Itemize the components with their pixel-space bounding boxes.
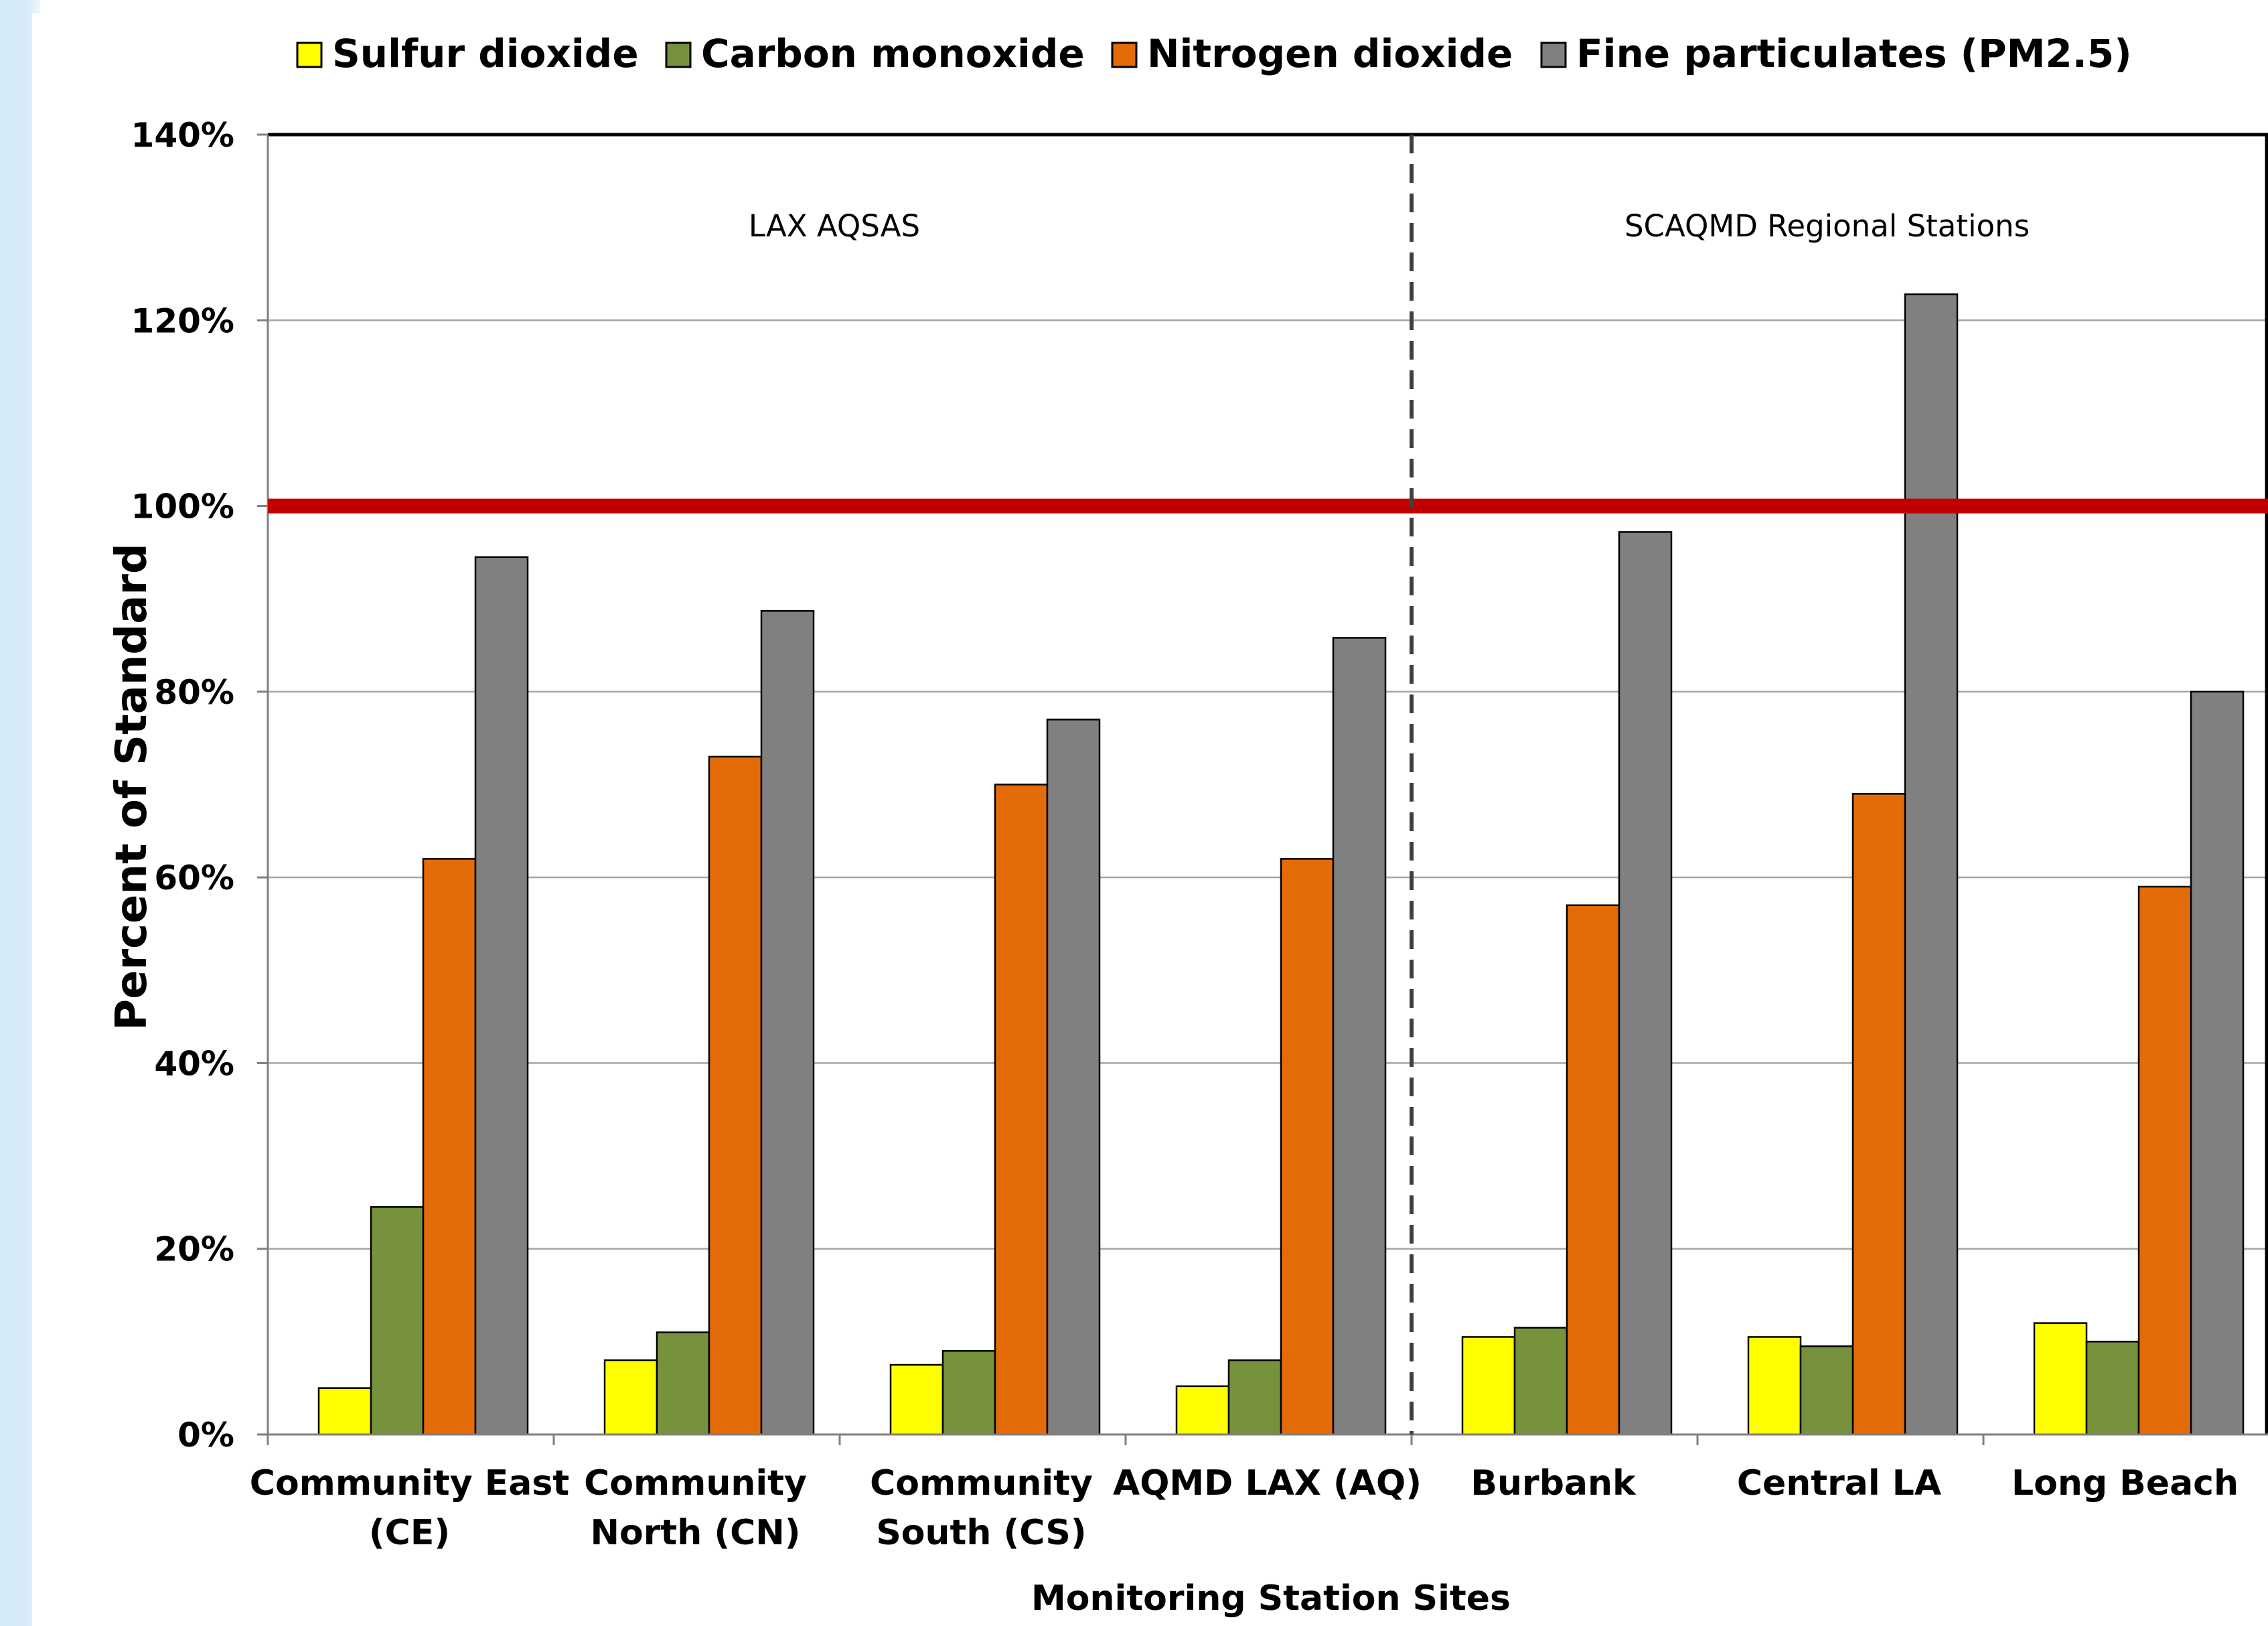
bar-fine-5 bbox=[1904, 293, 1959, 1436]
bar-fine-1 bbox=[760, 609, 815, 1436]
legend-swatch-fine bbox=[1540, 42, 1567, 68]
bar-carbon-1 bbox=[656, 1331, 710, 1436]
bar-sulfur-6 bbox=[2033, 1322, 2088, 1436]
category-label: Community bbox=[870, 1463, 1093, 1503]
y-tick-label: 140% bbox=[131, 116, 234, 155]
legend-label-fine: Fine particulates (PM2.5) bbox=[1576, 31, 2132, 76]
y-tick-label: 0% bbox=[177, 1416, 234, 1455]
bar-nitrogen-3 bbox=[1280, 858, 1335, 1436]
bar-sulfur-5 bbox=[1747, 1336, 1802, 1436]
bar-sulfur-3 bbox=[1175, 1385, 1230, 1436]
region-label-scaqmd: SCAQMD Regional Stations bbox=[1624, 208, 2030, 244]
category-label: Community East bbox=[250, 1463, 569, 1503]
y-tick-label: 120% bbox=[131, 301, 234, 340]
bar-fine-2 bbox=[1046, 719, 1101, 1436]
bar-fine-0 bbox=[474, 556, 529, 1436]
y-tick-label: 100% bbox=[131, 488, 234, 526]
category-label: North (CN) bbox=[590, 1513, 800, 1553]
legend-label-nitrogen: Nitrogen dioxide bbox=[1147, 31, 1513, 76]
category-label: Community bbox=[584, 1463, 807, 1503]
bar-carbon-6 bbox=[2085, 1341, 2140, 1436]
bar-nitrogen-2 bbox=[994, 784, 1049, 1436]
category-label: Long Beach bbox=[2012, 1463, 2239, 1503]
bar-carbon-2 bbox=[941, 1349, 996, 1436]
bar-fine-3 bbox=[1332, 637, 1387, 1436]
bar-carbon-0 bbox=[370, 1206, 425, 1436]
bar-sulfur-4 bbox=[1461, 1336, 1516, 1436]
legend-swatch-nitrogen bbox=[1111, 42, 1138, 68]
bar-carbon-5 bbox=[1799, 1345, 1854, 1436]
legend-swatch-sulfur bbox=[296, 42, 323, 68]
legend-label-carbon: Carbon monoxide bbox=[701, 31, 1085, 76]
category-label: Burbank bbox=[1470, 1463, 1637, 1503]
category-label: Central LA bbox=[1737, 1463, 1941, 1503]
bar-sulfur-1 bbox=[603, 1359, 658, 1436]
region-label-lax-aqsas: LAX AQSAS bbox=[749, 208, 920, 244]
y-tick-label: 80% bbox=[154, 673, 234, 712]
legend-swatch-carbon bbox=[665, 42, 692, 68]
y-axis-title: Percent of Standard bbox=[107, 543, 157, 1031]
category-label: South (CS) bbox=[876, 1513, 1086, 1553]
bar-sulfur-2 bbox=[889, 1363, 944, 1436]
bar-carbon-4 bbox=[1513, 1327, 1568, 1436]
bar-nitrogen-4 bbox=[1566, 904, 1620, 1436]
bar-fine-6 bbox=[2190, 690, 2245, 1436]
y-tick-label: 40% bbox=[154, 1044, 234, 1083]
y-tick-label: 60% bbox=[154, 859, 234, 897]
x-axis-title: Monitoring Station Sites bbox=[1031, 1578, 1511, 1619]
chart-frame: 0% 20% 40% 60% 80% 100% 120% 140% LAX AQSAS SCAQM… bbox=[32, 13, 2268, 1626]
bar-nitrogen-1 bbox=[708, 755, 763, 1436]
bar-nitrogen-6 bbox=[2137, 885, 2192, 1436]
bar-chart: 0% 20% 40% 60% 80% 100% 120% 140% LAX AQSAS SCAQM… bbox=[107, 31, 2268, 1619]
bar-carbon-3 bbox=[1227, 1359, 1282, 1436]
legend-label-sulfur: Sulfur dioxide bbox=[332, 31, 639, 76]
category-label: (CE) bbox=[369, 1513, 450, 1553]
bar-fine-4 bbox=[1618, 531, 1673, 1436]
category-label: AQMD LAX (AQ) bbox=[1113, 1463, 1422, 1503]
bar-nitrogen-0 bbox=[422, 858, 477, 1436]
y-tick-label: 20% bbox=[154, 1230, 234, 1269]
bar-nitrogen-5 bbox=[1851, 793, 1906, 1436]
bar-sulfur-0 bbox=[317, 1387, 372, 1436]
